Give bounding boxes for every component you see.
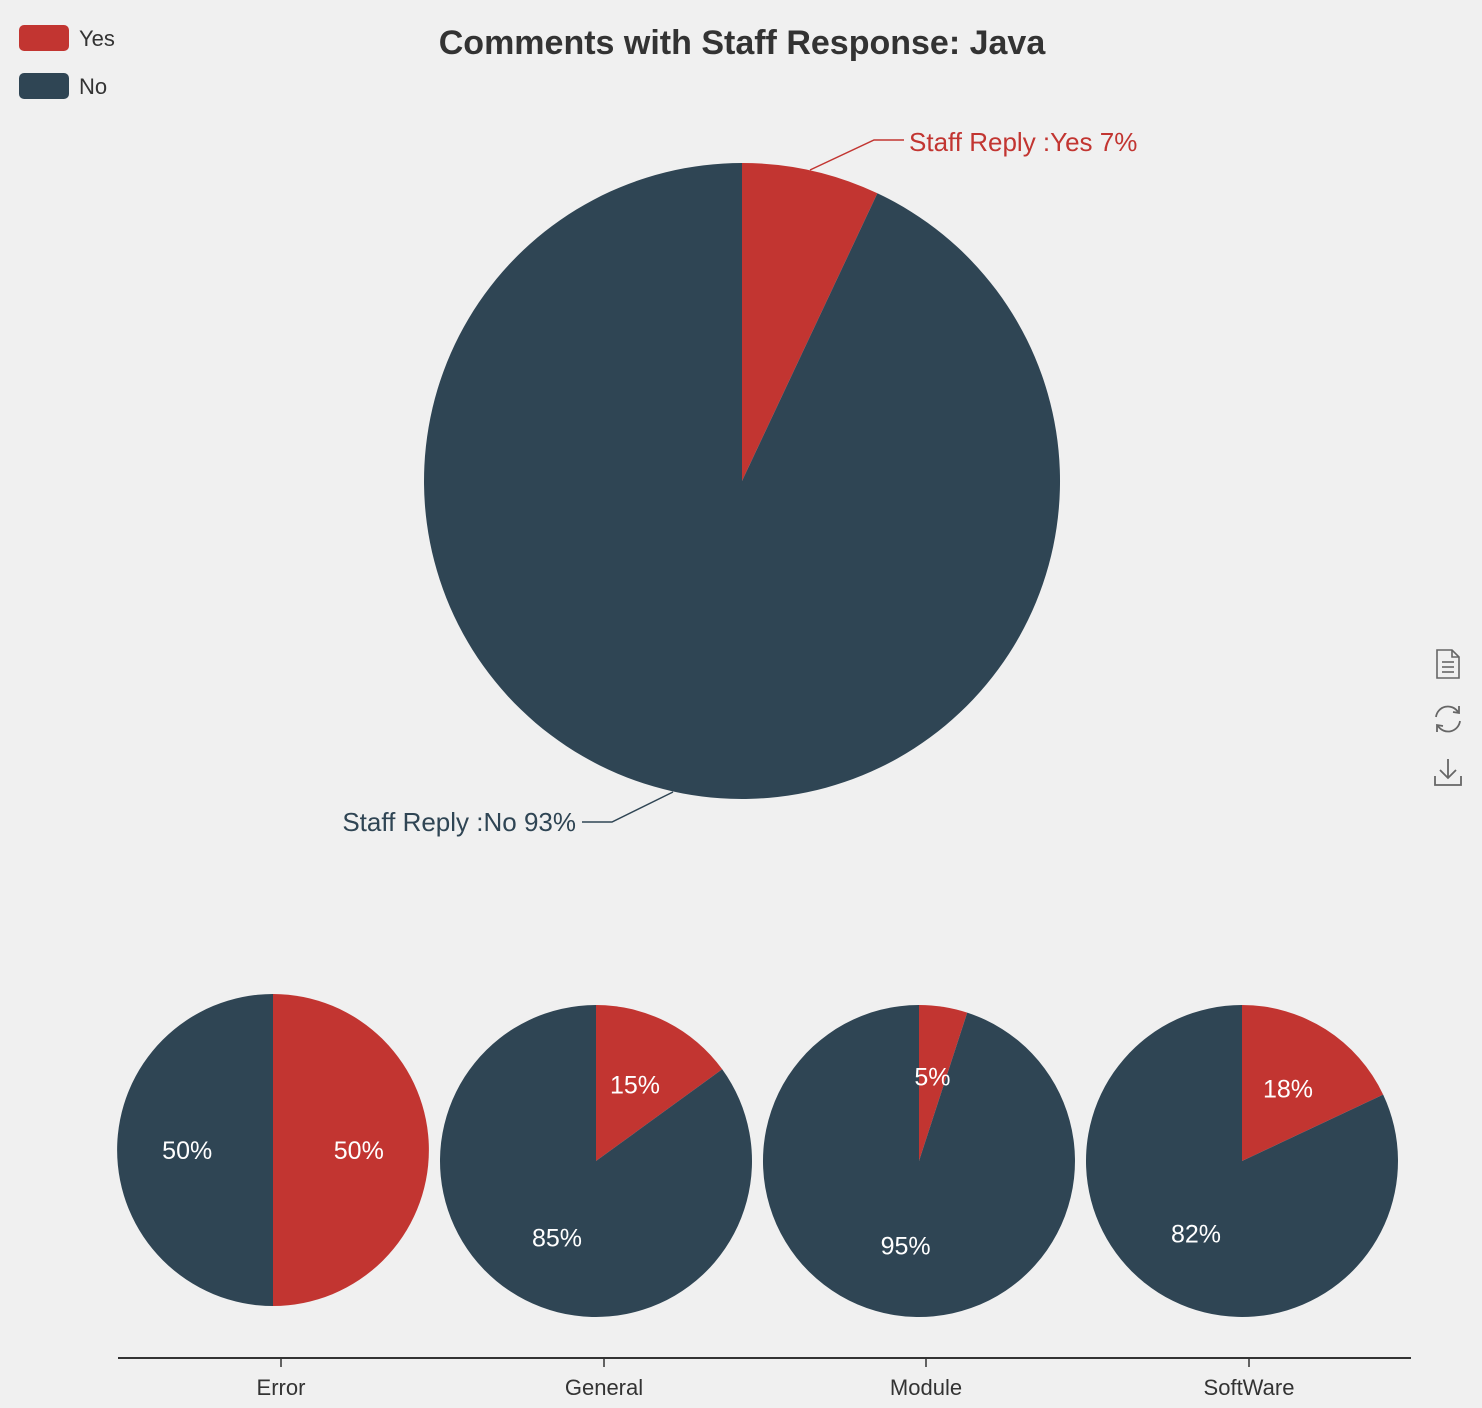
legend-label-yes[interactable]: Yes xyxy=(79,26,115,51)
pie-value-label: 15% xyxy=(610,1072,660,1100)
pie-value-label: 50% xyxy=(162,1137,212,1165)
x-tick-label-module: Module xyxy=(890,1375,962,1400)
toolbox xyxy=(1428,648,1468,810)
legend-label-no[interactable]: No xyxy=(79,74,107,99)
no-slice-label: Staff Reply :No 93% xyxy=(342,807,576,837)
pie-value-label: 5% xyxy=(914,1063,950,1091)
legend[interactable]: Yes No xyxy=(19,25,115,99)
pie-slice-no[interactable] xyxy=(424,163,1061,799)
category-axis: Error General Module SoftWare xyxy=(118,1357,1411,1400)
category-pie-general: 15% 85% xyxy=(440,1005,752,1318)
pie-value-label: 85% xyxy=(532,1224,582,1252)
pie-value-label: 95% xyxy=(881,1233,931,1261)
x-tick-label-error: Error xyxy=(257,1375,306,1400)
yes-label-leader-line xyxy=(809,139,904,171)
category-pie-error: 50% 50% xyxy=(117,994,429,1306)
restore-icon[interactable] xyxy=(1428,702,1468,756)
pie-slice-yes[interactable] xyxy=(742,162,878,481)
pie-slice-no[interactable] xyxy=(117,994,273,1306)
save-image-icon[interactable] xyxy=(1428,756,1468,810)
no-label-leader-line xyxy=(582,791,674,823)
pie-slice-no[interactable] xyxy=(1085,1005,1398,1317)
category-pie-module: 5% 95% xyxy=(762,1005,1075,1317)
pie-slice-no[interactable] xyxy=(762,1005,1075,1317)
legend-swatch-no[interactable] xyxy=(19,73,69,99)
main-pie xyxy=(424,162,1061,799)
category-pies: 50% 50% 15% 85% 5% 95% 18% 82% xyxy=(117,994,1398,1318)
pie-slice-yes[interactable] xyxy=(273,994,429,1306)
pie-value-label: 50% xyxy=(334,1137,384,1165)
yes-slice-label: Staff Reply :Yes 7% xyxy=(909,127,1137,157)
pie-slice-yes[interactable] xyxy=(1242,1005,1384,1161)
pie-slice-yes[interactable] xyxy=(919,1005,968,1161)
legend-swatch-yes[interactable] xyxy=(19,25,69,51)
chart-title: Comments with Staff Response: Java xyxy=(439,24,1047,62)
pie-value-label: 18% xyxy=(1263,1076,1313,1104)
legend-item-yes[interactable]: Yes xyxy=(19,25,115,51)
legend-item-no[interactable]: No xyxy=(19,73,107,99)
x-tick-label-software: SoftWare xyxy=(1204,1375,1295,1400)
pie-value-label: 82% xyxy=(1171,1220,1221,1248)
pie-slice-yes[interactable] xyxy=(596,1005,723,1161)
pie-slice-no[interactable] xyxy=(440,1005,752,1318)
x-tick-label-general: General xyxy=(565,1375,643,1400)
data-view-icon[interactable] xyxy=(1428,648,1468,702)
category-pie-software: 18% 82% xyxy=(1085,1005,1398,1317)
